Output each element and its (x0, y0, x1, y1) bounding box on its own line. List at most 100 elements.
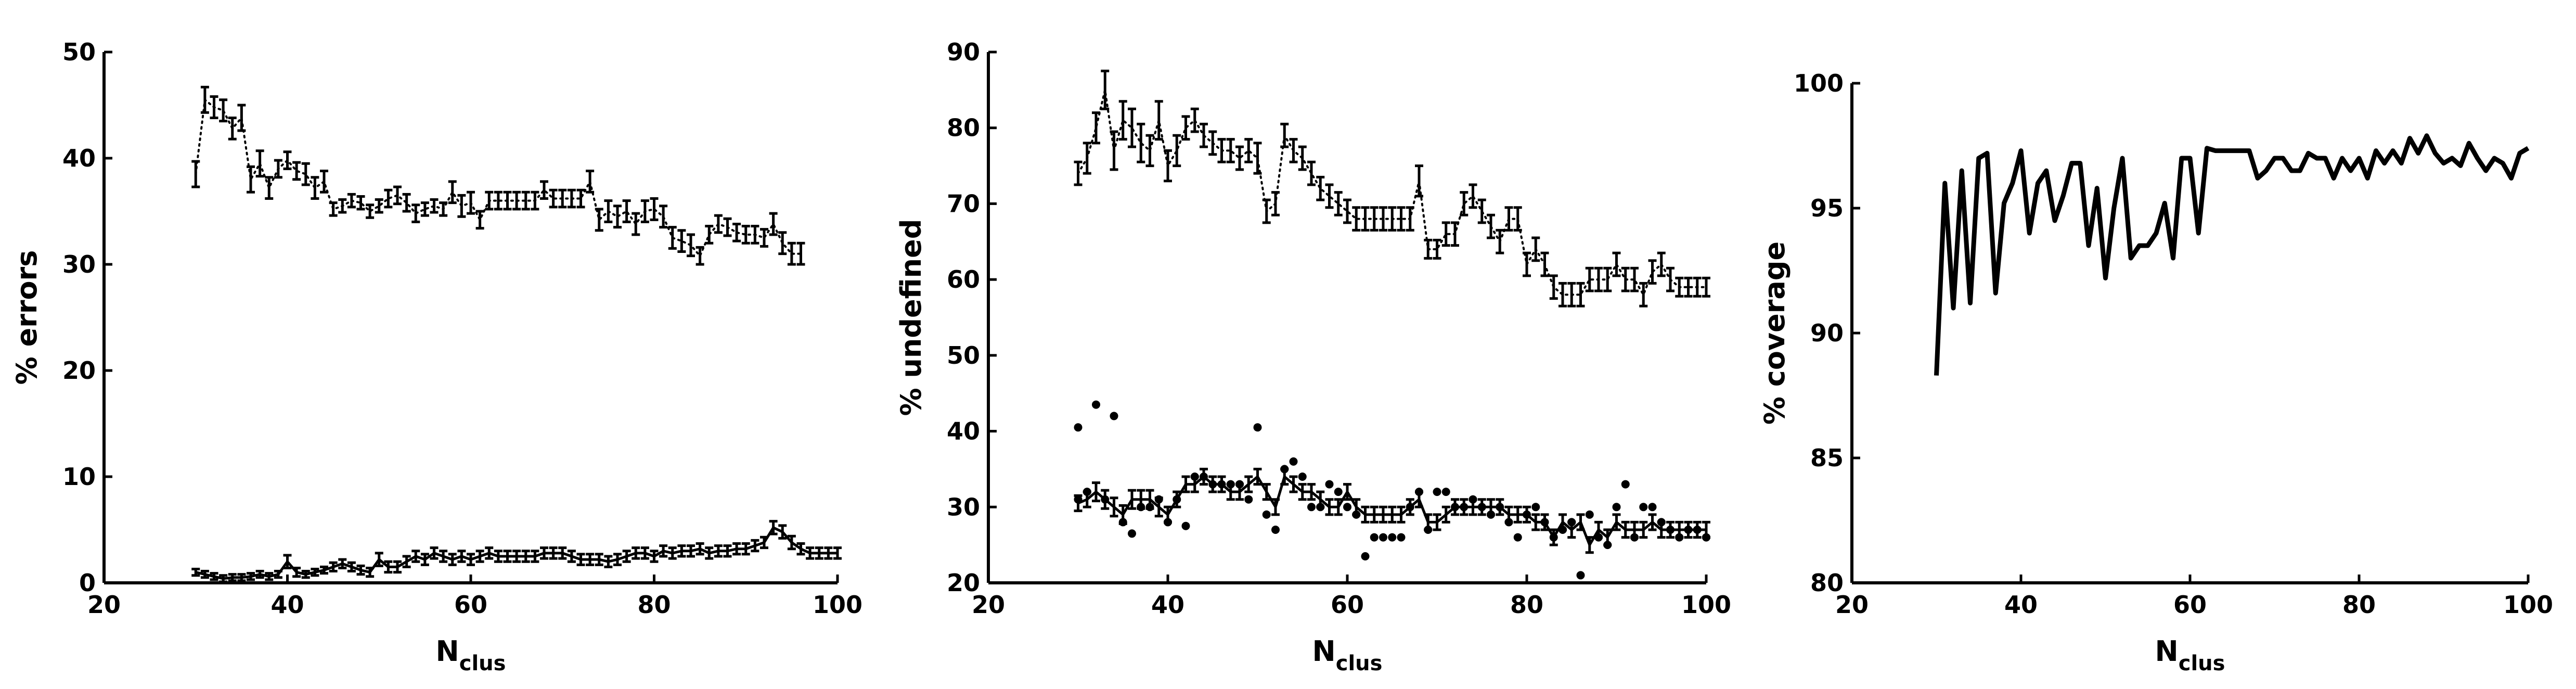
error-bar (714, 544, 723, 558)
error-bar (301, 570, 310, 579)
error-bar (668, 226, 677, 250)
y-tick-label: 30 (62, 250, 96, 278)
error-bar (228, 116, 237, 141)
error-bar (1352, 206, 1361, 232)
y-tick-label: 70 (947, 189, 980, 218)
error-bar (512, 190, 521, 211)
error-bar (1513, 206, 1522, 232)
y-tick-label: 90 (947, 38, 980, 66)
error-bar (1576, 513, 1585, 531)
data-point (1621, 480, 1630, 489)
data-point (1145, 503, 1154, 512)
error-bar (1110, 496, 1118, 518)
error-bar (1433, 238, 1441, 260)
series-solid-2 (191, 520, 842, 583)
data-point (1594, 533, 1603, 542)
data-point (1603, 541, 1612, 550)
error-bar (1684, 276, 1693, 298)
error-bar (494, 190, 503, 211)
error-bar (247, 572, 255, 581)
error-bar (1361, 505, 1370, 524)
error-bar (1181, 115, 1190, 141)
error-bar (375, 552, 383, 567)
data-point (1388, 533, 1397, 542)
error-bar (411, 203, 420, 223)
error-bar (632, 546, 640, 560)
error-bar (1612, 251, 1621, 277)
data-point (1110, 412, 1118, 420)
error-bar (1128, 107, 1136, 148)
error-bar (467, 190, 475, 215)
error-bar (1298, 145, 1307, 171)
error-bar (1397, 505, 1406, 524)
data-point (1370, 533, 1379, 542)
error-bar (687, 233, 695, 258)
data-point (1451, 503, 1459, 512)
error-bar (732, 222, 741, 243)
error-bar (640, 199, 649, 223)
y-tick-label: 80 (947, 114, 980, 142)
data-point (1101, 495, 1110, 504)
data-point (1585, 510, 1594, 519)
error-bar (338, 558, 347, 569)
error-bar (824, 546, 833, 560)
error-bar (191, 567, 200, 577)
error-bar (356, 195, 365, 211)
data-point (1271, 526, 1280, 534)
error-bar (1693, 276, 1702, 298)
error-bar (604, 199, 613, 223)
x-tick-label: 40 (2004, 591, 2038, 619)
x-axis-label-main: N (1312, 635, 1336, 668)
error-bar (531, 190, 539, 211)
error-bar (512, 550, 521, 563)
error-bar (540, 546, 548, 560)
series-markers-3 (1074, 400, 1710, 580)
error-bar (1540, 251, 1549, 277)
error-bar (292, 566, 301, 578)
x-tick-label: 60 (454, 591, 487, 619)
error-bar (1621, 520, 1630, 539)
error-bar (1110, 130, 1118, 171)
error-bar (687, 544, 695, 558)
error-bar (1523, 251, 1531, 277)
error-bar (1513, 505, 1522, 524)
data-point (1334, 488, 1343, 496)
data-point (1513, 533, 1522, 542)
error-bar (732, 542, 741, 556)
error-bar (558, 188, 567, 209)
error-bar (650, 197, 659, 221)
data-point (1083, 488, 1091, 496)
y-tick-label: 100 (1794, 69, 1844, 97)
error-bar (521, 550, 530, 563)
data-point (1693, 526, 1702, 534)
error-bar (1289, 475, 1298, 493)
x-axis-label-main: N (436, 635, 459, 668)
error-bar (1585, 266, 1594, 292)
data-point (1298, 473, 1307, 481)
error-bar (384, 188, 393, 209)
error-bar (796, 241, 805, 266)
error-bar (1379, 505, 1387, 524)
x-axis-label: Nclus (436, 635, 506, 675)
series-solid-1 (1934, 133, 2530, 376)
error-bar (430, 546, 439, 560)
error-bar (549, 188, 558, 209)
error-bar (1487, 213, 1495, 239)
error-bar (806, 546, 815, 560)
error-bar (1343, 483, 1351, 501)
error-bar (1244, 475, 1253, 493)
error-bar (366, 203, 375, 219)
error-bar (457, 194, 466, 218)
error-bar (420, 553, 429, 566)
error-bar (384, 560, 393, 574)
data-point (1253, 423, 1262, 432)
error-bar (1361, 206, 1370, 232)
data-point (1352, 510, 1361, 519)
error-bar (1271, 191, 1280, 216)
error-bar (833, 546, 842, 560)
error-bar (503, 190, 512, 211)
error-bar (274, 570, 282, 579)
error-bar (815, 546, 823, 560)
error-bar (1612, 513, 1621, 531)
error-bar (796, 542, 805, 556)
